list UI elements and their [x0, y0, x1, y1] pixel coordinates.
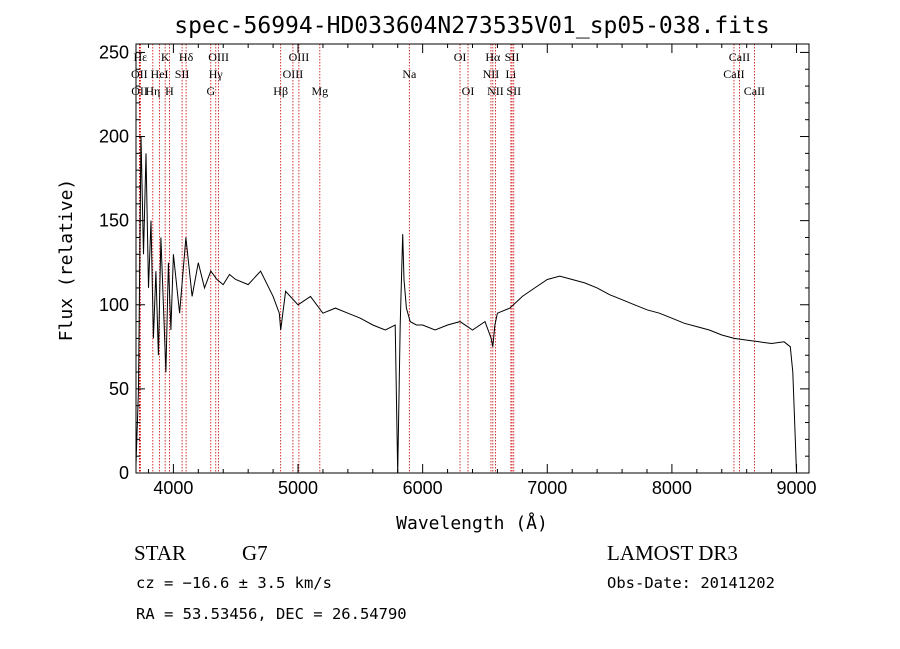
spectral-line-label: Hβ	[273, 84, 288, 98]
object-subclass: G7	[242, 541, 268, 565]
spectral-line-label: Hη	[145, 84, 160, 98]
x-axis: 4000 5000 6000 7000 8000 9000	[147, 44, 817, 498]
y-axis-label: Flux (relative)	[56, 179, 77, 342]
spectral-line-label: Hδ	[179, 50, 194, 64]
spectral-line-label: NII	[487, 84, 504, 98]
observation-date: Obs-Date: 20141202	[607, 574, 775, 592]
spectral-line-label: G	[206, 84, 215, 98]
spectral-line-label: CaII	[723, 67, 744, 81]
x-tick-label: 9000	[777, 478, 817, 498]
spectral-line-label: OIII	[289, 50, 310, 64]
spectrum-line	[136, 136, 797, 473]
spectral-line-label: K	[161, 50, 170, 64]
y-tick-label: 150	[99, 211, 129, 231]
plot-frame	[135, 43, 810, 474]
x-tick-label: 6000	[403, 478, 443, 498]
x-tick-label: 7000	[527, 478, 567, 498]
x-tick-label: 8000	[652, 478, 692, 498]
spectral-line-labels: Hε K Hδ OIII OIII OI Hα SII CaII OII HeI SII Hγ OIII N…	[131, 50, 765, 98]
spectral-line-label: CaII	[729, 50, 750, 64]
spectral-line-label: SII	[506, 84, 521, 98]
spectral-line-label: HeI	[151, 67, 169, 81]
y-tick-label: 100	[99, 295, 129, 315]
y-tick-label: 250	[99, 42, 129, 62]
coordinates: RA = 53.53456, DEC = 26.54790	[136, 605, 407, 623]
spectral-line-label: CaII	[744, 84, 765, 98]
spectral-line-label: Mg	[311, 84, 328, 98]
spectral-line-label: Hγ	[209, 67, 224, 81]
y-axis: 0 50 100 150 200 250	[99, 42, 809, 483]
spectral-line-label: OII	[131, 84, 148, 98]
spectral-line-label: Hα	[485, 50, 501, 64]
x-tick-label: 5000	[278, 478, 318, 498]
spectral-line-label: Hε	[134, 50, 148, 64]
redshift-value: cz = −16.6 ± 3.5 km/s	[136, 574, 332, 592]
spectral-line-label: OIII	[208, 50, 229, 64]
object-class: STAR	[134, 541, 186, 565]
spectral-line-markers	[138, 44, 755, 473]
spectral-line-label: SII	[505, 50, 520, 64]
spectral-line-label: OIII	[283, 67, 304, 81]
spectral-line-label: OII	[131, 67, 148, 81]
x-tick-label: 4000	[153, 478, 193, 498]
spectral-line-label: Na	[402, 67, 417, 81]
spectral-line-label: SII	[175, 67, 190, 81]
y-tick-label: 200	[99, 127, 129, 147]
survey-name: LAMOST DR3	[607, 541, 738, 565]
spectral-line-label: OI	[462, 84, 475, 98]
spectral-line-label: Li	[506, 67, 517, 81]
y-tick-label: 0	[119, 463, 129, 483]
y-tick-label: 50	[109, 379, 129, 399]
spectral-line-label: OI	[454, 50, 467, 64]
spectral-line-label: H	[165, 84, 174, 98]
x-axis-label: Wavelength (Å)	[396, 512, 548, 534]
spectral-line-label: NII	[483, 67, 500, 81]
chart-title: spec-56994-HD033604N273535V01_sp05-038.f…	[174, 13, 769, 39]
